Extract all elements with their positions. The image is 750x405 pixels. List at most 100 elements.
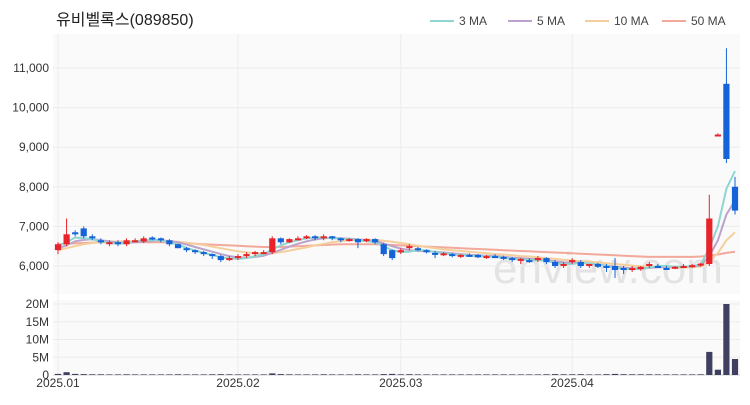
date-tick-label: 2025.03 bbox=[379, 376, 423, 390]
volume-bar bbox=[629, 374, 636, 375]
candle-body bbox=[200, 252, 207, 255]
date-tick-label: 2025.02 bbox=[216, 376, 260, 390]
candle-body bbox=[157, 238, 164, 241]
candle-body bbox=[320, 236, 327, 239]
volume-bar bbox=[123, 374, 130, 375]
volume-bar bbox=[440, 374, 447, 375]
volume-bar bbox=[183, 374, 190, 375]
candle-body bbox=[706, 218, 713, 264]
volume-plot-background bbox=[53, 300, 740, 375]
volume-axis: 0 5M 10M 15M 20M bbox=[26, 297, 50, 382]
legend: 3 MA 5 MA 10 MA 50 MA bbox=[430, 14, 726, 28]
candle-body bbox=[449, 254, 456, 257]
candle-body bbox=[432, 252, 439, 255]
volume-tick-label: 20M bbox=[26, 297, 49, 311]
volume-bar bbox=[509, 374, 516, 375]
candle-body bbox=[689, 265, 696, 268]
volume-bar bbox=[560, 374, 567, 375]
candle-body bbox=[269, 238, 276, 253]
price-tick-label: 11,000 bbox=[13, 61, 49, 75]
volume-bar bbox=[706, 351, 713, 375]
volume-bar bbox=[380, 374, 387, 375]
candle-body bbox=[234, 256, 242, 259]
date-axis: 2025.01 2025.02 2025.03 2025.04 bbox=[36, 374, 740, 390]
candle-body bbox=[509, 258, 516, 261]
candle-body bbox=[611, 266, 619, 270]
price-tick-label: 10,000 bbox=[12, 101, 49, 115]
chart-title: 유비벨록스(089850) bbox=[56, 11, 194, 29]
volume-bar bbox=[89, 374, 96, 375]
candle-body bbox=[132, 240, 139, 243]
candle-body bbox=[252, 252, 259, 255]
volume-bar bbox=[517, 374, 524, 375]
volume-bar bbox=[414, 374, 421, 375]
candle-body bbox=[166, 240, 173, 245]
date-tick-label: 2025.04 bbox=[550, 376, 594, 390]
price-tick-label: 8,000 bbox=[19, 180, 49, 194]
legend-label: 5 MA bbox=[537, 14, 565, 28]
volume-bar bbox=[603, 374, 610, 375]
candle-body bbox=[106, 242, 113, 245]
volume-bar bbox=[132, 374, 139, 375]
volume-bar bbox=[474, 374, 481, 375]
volume-bar bbox=[500, 374, 507, 375]
candle-body bbox=[63, 234, 70, 245]
grid bbox=[53, 34, 740, 376]
volume-bar bbox=[569, 374, 576, 375]
volume-bar bbox=[449, 374, 456, 375]
legend-label: 3 MA bbox=[459, 14, 487, 28]
volume-tick-label: 5M bbox=[32, 350, 49, 364]
volume-bar bbox=[654, 374, 661, 375]
volume-bar bbox=[731, 359, 739, 375]
volume-bar bbox=[97, 374, 104, 375]
candle-body bbox=[731, 186, 739, 211]
candle-body bbox=[363, 239, 370, 242]
candle-body bbox=[406, 246, 413, 249]
candle-body bbox=[629, 268, 636, 270]
candle-body bbox=[337, 238, 344, 241]
volume-bar bbox=[54, 373, 62, 375]
legend-label: 50 MA bbox=[691, 14, 726, 28]
candle-body bbox=[114, 242, 122, 245]
candle-body bbox=[646, 264, 653, 266]
volume-bar bbox=[534, 374, 541, 375]
volume-bar bbox=[209, 374, 216, 375]
volume-tick-label: 15M bbox=[26, 315, 49, 329]
candle-body bbox=[312, 236, 319, 239]
price-tick-label: 9,000 bbox=[19, 140, 49, 154]
volume-bar bbox=[680, 374, 687, 375]
candle-body bbox=[637, 266, 644, 270]
volume-bar bbox=[337, 374, 344, 375]
volume-bar bbox=[577, 374, 584, 375]
candle-body bbox=[603, 266, 610, 268]
candle-body bbox=[123, 240, 130, 245]
candle-body bbox=[671, 266, 679, 269]
candle-body bbox=[423, 250, 430, 253]
candle-body bbox=[72, 232, 79, 235]
candle-body bbox=[372, 239, 379, 243]
volume-bar bbox=[346, 374, 353, 375]
candle-body bbox=[723, 83, 730, 159]
volume-bar bbox=[363, 374, 370, 375]
volume-bar bbox=[594, 374, 601, 375]
volume-bar bbox=[80, 374, 87, 375]
legend-label: 10 MA bbox=[614, 14, 649, 28]
volume-bar bbox=[354, 374, 362, 375]
volume-bar bbox=[294, 374, 302, 375]
candle-body bbox=[149, 237, 156, 240]
volume-bar bbox=[457, 374, 464, 375]
candle-body bbox=[466, 254, 473, 257]
volume-bar bbox=[492, 374, 499, 375]
volume-bar bbox=[671, 374, 679, 375]
price-tick-label: 6,000 bbox=[19, 259, 49, 273]
volume-bar bbox=[466, 374, 473, 375]
volume-tick-label: 0 bbox=[42, 368, 49, 382]
volume-bar bbox=[646, 374, 653, 375]
volume-bar bbox=[620, 374, 627, 375]
volume-bar bbox=[329, 374, 336, 375]
candle-body bbox=[260, 252, 267, 255]
volume-bar bbox=[689, 374, 696, 375]
candle-body bbox=[217, 256, 224, 261]
candle-body bbox=[389, 250, 396, 259]
